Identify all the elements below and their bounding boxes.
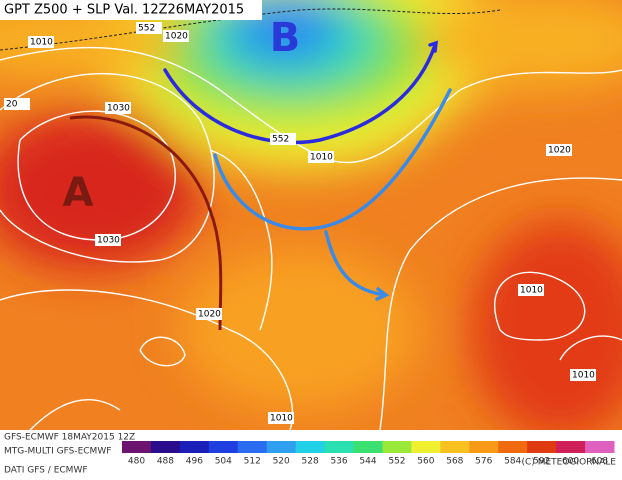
- legend-swatch: [208, 441, 239, 453]
- legend-tick-label: 504: [215, 457, 232, 467]
- legend-tick-label: 536: [330, 457, 347, 467]
- legend-swatch: [266, 441, 297, 453]
- map-title: GPT Z500 + SLP Val. 12Z26MAY2015: [4, 3, 244, 18]
- title-box: [0, 0, 262, 20]
- isobar-label: 20: [6, 100, 18, 110]
- legend-swatch: [585, 441, 615, 453]
- isobar-label-bg: [518, 284, 544, 296]
- legend-tick-label: 592: [533, 457, 550, 467]
- legend-tick-label: 512: [244, 457, 261, 467]
- legend-swatch: [498, 441, 528, 453]
- isobar-label-bg: [163, 30, 189, 42]
- isobar-label-bg: [4, 98, 30, 110]
- isobar-label: 552: [272, 135, 289, 145]
- isobar-label: 552: [138, 24, 155, 34]
- legend-tick-label: 608: [591, 457, 608, 467]
- legend-tick-label: 600: [562, 457, 579, 467]
- low-center-label: B: [270, 15, 301, 61]
- isobar-label: 1030: [107, 104, 130, 114]
- isobars: [0, 46, 622, 430]
- isobar-label: 1010: [520, 286, 543, 296]
- map: GPT Z500 + SLP Val. 12Z26MAY2015 B A 101…: [0, 0, 622, 430]
- isobar-label-bg: [308, 151, 334, 163]
- legend-tick-label: 520: [273, 457, 290, 467]
- legend-tick-label: 544: [359, 457, 376, 467]
- isobar-label-bg: [136, 22, 162, 34]
- legend-swatch: [440, 441, 470, 453]
- isobar-label-bg: [105, 102, 131, 114]
- isobar-label: 1010: [310, 153, 333, 163]
- legend-tick-label: 488: [157, 457, 174, 467]
- isobar-label: 1010: [30, 38, 53, 48]
- legend-swatch: [295, 441, 326, 453]
- isobar-label-bg: [570, 369, 596, 381]
- model-label: MTG-MULTI GFS-ECMWF: [4, 447, 111, 457]
- legend-tick-label: 560: [417, 457, 434, 467]
- legend-tick-label: 568: [446, 457, 463, 467]
- copyright-label: (C) METEOGIORNALE: [522, 458, 617, 468]
- isobar-label: 1010: [572, 371, 595, 381]
- legend-swatch: [382, 441, 412, 453]
- isobar-label: 1020: [198, 310, 221, 320]
- isobar-label: 1020: [165, 32, 188, 42]
- isobar-label-bg: [268, 412, 294, 424]
- legend-swatch: [353, 441, 383, 453]
- legend-swatch: [150, 441, 181, 453]
- legend-tick-label: 496: [186, 457, 203, 467]
- legend-tick-label: 584: [504, 457, 521, 467]
- trough-arrows: [163, 40, 452, 301]
- legend-swatch: [411, 441, 441, 453]
- legend-tick-label: 528: [302, 457, 319, 467]
- color-legend: 480 488 496 504 512 520 528 536 544 552 560 568 576 5…: [122, 441, 615, 467]
- isobar-label-bg: [270, 133, 296, 145]
- high-center-label: A: [63, 170, 94, 216]
- legend-swatch: [237, 441, 268, 453]
- source-label: DATI GFS / ECMWF: [4, 466, 88, 476]
- run-label: GFS-ECMWF 18MAY2015 12Z: [4, 433, 135, 443]
- legend-swatch: [469, 441, 499, 453]
- isobar-label: 1030: [97, 236, 120, 246]
- isobar-label-bg: [546, 144, 572, 156]
- legend-tick-label: 480: [128, 457, 145, 467]
- legend-tick-label: 576: [475, 457, 492, 467]
- legend-tick-label: 552: [388, 457, 405, 467]
- legend-swatch: [179, 441, 210, 453]
- isobar-label: 1010: [270, 414, 293, 424]
- isobar-label-bg: [95, 234, 121, 246]
- legend-swatch: [122, 441, 152, 453]
- legend-swatch: [556, 441, 586, 453]
- legend-swatch: [324, 441, 355, 453]
- isobar-label-bg: [196, 308, 222, 320]
- isobar-label-bg: [28, 36, 54, 48]
- legend-swatch: [527, 441, 557, 453]
- isobar-label: 1020: [548, 146, 571, 156]
